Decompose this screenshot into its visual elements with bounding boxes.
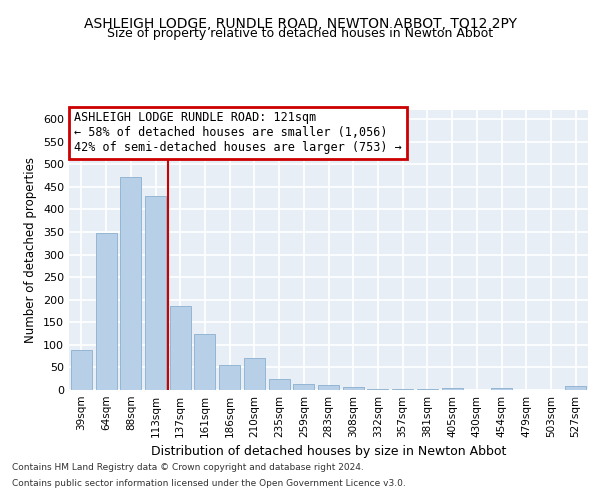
Bar bbox=[318, 386, 339, 390]
Bar bbox=[244, 358, 265, 390]
Bar bbox=[392, 389, 413, 390]
Bar bbox=[293, 384, 314, 390]
Text: Contains HM Land Registry data © Crown copyright and database right 2024.: Contains HM Land Registry data © Crown c… bbox=[12, 464, 364, 472]
Bar bbox=[269, 378, 290, 390]
Text: Size of property relative to detached houses in Newton Abbot: Size of property relative to detached ho… bbox=[107, 28, 493, 40]
Bar bbox=[170, 306, 191, 390]
Bar bbox=[367, 389, 388, 390]
Y-axis label: Number of detached properties: Number of detached properties bbox=[25, 157, 37, 343]
Bar bbox=[491, 388, 512, 390]
Text: ASHLEIGH LODGE RUNDLE ROAD: 121sqm
← 58% of detached houses are smaller (1,056)
: ASHLEIGH LODGE RUNDLE ROAD: 121sqm ← 58%… bbox=[74, 112, 402, 154]
Bar bbox=[71, 350, 92, 390]
Text: ASHLEIGH LODGE, RUNDLE ROAD, NEWTON ABBOT, TQ12 2PY: ASHLEIGH LODGE, RUNDLE ROAD, NEWTON ABBO… bbox=[83, 18, 517, 32]
Text: Contains public sector information licensed under the Open Government Licence v3: Contains public sector information licen… bbox=[12, 478, 406, 488]
Bar bbox=[95, 233, 116, 390]
Bar bbox=[219, 365, 240, 390]
Bar bbox=[565, 386, 586, 390]
Bar bbox=[417, 389, 438, 390]
Bar bbox=[343, 387, 364, 390]
Bar bbox=[145, 196, 166, 390]
Bar bbox=[442, 388, 463, 390]
Bar bbox=[120, 177, 141, 390]
X-axis label: Distribution of detached houses by size in Newton Abbot: Distribution of detached houses by size … bbox=[151, 446, 506, 458]
Bar bbox=[194, 334, 215, 390]
